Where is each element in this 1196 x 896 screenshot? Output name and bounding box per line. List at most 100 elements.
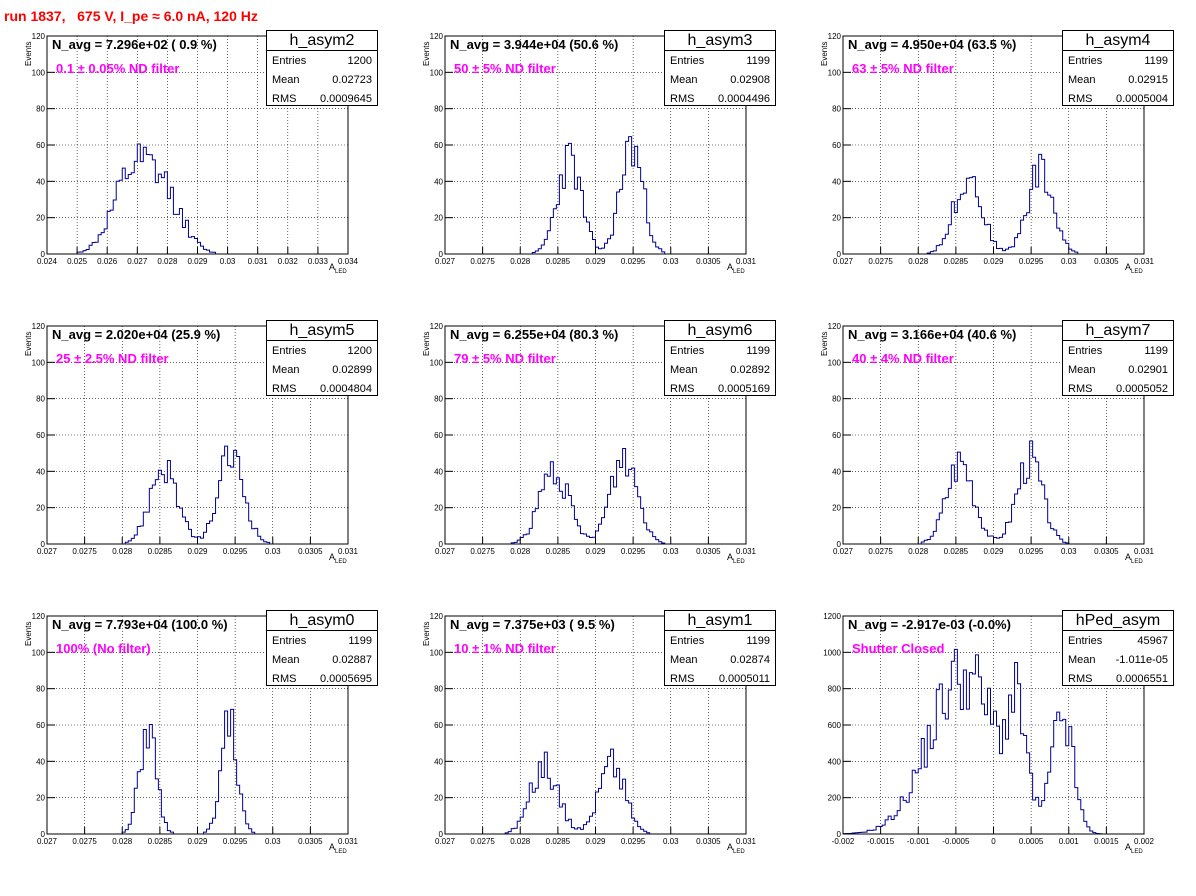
histogram-plot: 0.027 0.0275 0.028 0.0285 0.029 0.0295 0.03 0.0… bbox=[828, 32, 1155, 266]
x-tick-label: 0.028 bbox=[112, 547, 133, 556]
y-tick-label: 60 bbox=[832, 431, 841, 440]
histogram-panel-h_asym6: 0.027 0.0275 0.028 0.0285 0.029 0.0295 0.03 0.0… bbox=[398, 320, 788, 606]
x-tick-label: 0.001 bbox=[1059, 837, 1080, 846]
x-tick-label: -0.0005 bbox=[942, 837, 970, 846]
stats-entries-value: 1199 bbox=[348, 635, 372, 647]
y-tick-label: 120 bbox=[430, 612, 444, 621]
stats-row-entries: Entries 1199 bbox=[272, 632, 372, 650]
n-avg-label: N_avg = 3.944e+04 (50.6 %) bbox=[450, 37, 619, 52]
x-axis-label-main: A bbox=[727, 552, 734, 562]
x-tick-label: 0.0285 bbox=[148, 837, 173, 846]
stats-mean-label: Mean bbox=[272, 74, 300, 86]
y-tick-label: 0 bbox=[837, 250, 842, 259]
y-tick-label: 40 bbox=[36, 757, 45, 766]
stats-entries-label: Entries bbox=[670, 635, 705, 647]
x-tick-label: 0.0305 bbox=[696, 257, 721, 266]
x-tick-label: 0.0295 bbox=[621, 547, 646, 556]
x-axis-label-main: A bbox=[727, 262, 734, 272]
stats-mean-value: 0.02874 bbox=[730, 654, 770, 666]
x-axis-label-sub: LED bbox=[733, 558, 745, 565]
y-tick-label: 0 bbox=[41, 250, 46, 259]
y-tick-label: 120 bbox=[32, 32, 46, 41]
x-tick-label: 0.028 bbox=[157, 257, 178, 266]
stats-mean-value: 0.02887 bbox=[332, 654, 372, 666]
stats-rms-label: RMS bbox=[1068, 93, 1093, 105]
histogram-line bbox=[843, 440, 1144, 545]
x-tick-label: 0.0285 bbox=[546, 837, 571, 846]
y-tick-label: 40 bbox=[434, 467, 443, 476]
stats-rms-label: RMS bbox=[670, 93, 695, 105]
x-tick-label: 0.03 bbox=[663, 547, 679, 556]
y-tick-label: 1000 bbox=[823, 648, 841, 657]
y-tick-label: 0 bbox=[41, 830, 46, 839]
filter-label: 10 ± 1% ND filter bbox=[454, 641, 556, 656]
x-tick-label: -0.001 bbox=[907, 837, 930, 846]
y-axis-label: Events bbox=[24, 41, 33, 66]
y-tick-label: 1200 bbox=[823, 612, 841, 621]
y-tick-label: 80 bbox=[434, 395, 443, 404]
x-axis-label-sub: LED bbox=[1131, 848, 1143, 855]
y-tick-label: 100 bbox=[828, 358, 842, 367]
n-avg-label: N_avg = 6.255e+04 (80.3 %) bbox=[450, 327, 619, 342]
x-tick-label: 0.029 bbox=[187, 257, 208, 266]
stats-box: h_asym2 Entries 1200 Mean 0.02723 RMS 0.000964… bbox=[266, 30, 378, 106]
y-tick-label: 40 bbox=[36, 467, 45, 476]
stats-rms-value: 0.0004804 bbox=[320, 383, 372, 395]
x-tick-label: 0.0295 bbox=[1019, 257, 1044, 266]
y-tick-label: 60 bbox=[434, 431, 443, 440]
y-tick-label: 20 bbox=[832, 214, 841, 223]
x-tick-label: 0.0005 bbox=[1019, 837, 1044, 846]
stats-mean-label: Mean bbox=[670, 364, 698, 376]
x-tick-label: 0.029 bbox=[585, 837, 606, 846]
y-tick-label: 120 bbox=[828, 322, 842, 331]
y-tick-label: 60 bbox=[434, 721, 443, 730]
histogram-grid: 0.024 0.025 0.026 0.027 0.028 0.029 0.03 0.031 0… bbox=[24, 30, 1174, 855]
y-tick-label: 100 bbox=[430, 648, 444, 657]
stats-entries-value: 1199 bbox=[746, 55, 770, 67]
y-tick-label: 120 bbox=[430, 322, 444, 331]
x-tick-label: 0.033 bbox=[308, 257, 329, 266]
filter-label: 0.1 ± 0.05% ND filter bbox=[56, 61, 180, 76]
y-tick-label: 40 bbox=[434, 177, 443, 186]
x-axis-label-main: A bbox=[727, 842, 734, 852]
x-tick-label: 0.024 bbox=[37, 257, 58, 266]
histogram-plot: 0.027 0.0275 0.028 0.0285 0.029 0.0295 0.03 0.0… bbox=[828, 322, 1155, 556]
y-tick-label: 100 bbox=[32, 358, 46, 367]
y-tick-label: 40 bbox=[434, 757, 443, 766]
stats-entries-label: Entries bbox=[272, 635, 307, 647]
y-tick-label: 120 bbox=[828, 32, 842, 41]
stats-rms-value: 0.0005169 bbox=[718, 383, 770, 395]
x-tick-label: 0.03 bbox=[265, 837, 281, 846]
x-tick-label: 0.032 bbox=[278, 257, 299, 266]
x-tick-label: 0.031 bbox=[736, 837, 757, 846]
stats-mean-label: Mean bbox=[670, 654, 698, 666]
histogram-name: h_asym7 bbox=[1063, 321, 1173, 341]
x-tick-label: 0.03 bbox=[1061, 257, 1077, 266]
x-tick-label: 0.034 bbox=[338, 257, 359, 266]
x-tick-label: 0.0275 bbox=[868, 547, 893, 556]
x-tick-label: 0.0015 bbox=[1094, 837, 1119, 846]
x-tick-label: 0.03 bbox=[265, 547, 281, 556]
y-tick-label: 60 bbox=[36, 721, 45, 730]
y-tick-label: 120 bbox=[430, 32, 444, 41]
stats-rms-value: 0.0005695 bbox=[320, 673, 372, 685]
y-tick-label: 20 bbox=[36, 214, 45, 223]
x-tick-label: 0.0285 bbox=[546, 547, 571, 556]
y-tick-label: 600 bbox=[828, 721, 842, 730]
histogram-line bbox=[445, 448, 746, 545]
stats-box: h_asym3 Entries 1199 Mean 0.02908 RMS 0.000449… bbox=[664, 30, 776, 106]
x-axis-label: ALED bbox=[727, 552, 745, 565]
y-tick-label: 800 bbox=[828, 685, 842, 694]
y-axis-label: Events bbox=[820, 41, 829, 66]
filter-label: 79 ± 5% ND filter bbox=[454, 351, 556, 366]
stats-row-entries: Entries 1199 bbox=[670, 632, 770, 650]
stats-mean-value: 0.02908 bbox=[730, 74, 770, 86]
x-axis-label: ALED bbox=[329, 842, 347, 855]
x-tick-label: 0.026 bbox=[97, 257, 118, 266]
stats-rms-label: RMS bbox=[1068, 673, 1093, 685]
stats-row-rms: RMS 0.0006551 bbox=[1068, 670, 1168, 688]
x-tick-label: 0.031 bbox=[736, 257, 757, 266]
filter-label: 50 ± 5% ND filter bbox=[454, 61, 556, 76]
stats-box: h_asym0 Entries 1199 Mean 0.02887 RMS 0.000569… bbox=[266, 610, 378, 686]
histogram-panel-hPed_asym: -0.002 -0.0015 -0.001 -0.0005 0 0.0005 0.001 0.… bbox=[796, 610, 1186, 896]
